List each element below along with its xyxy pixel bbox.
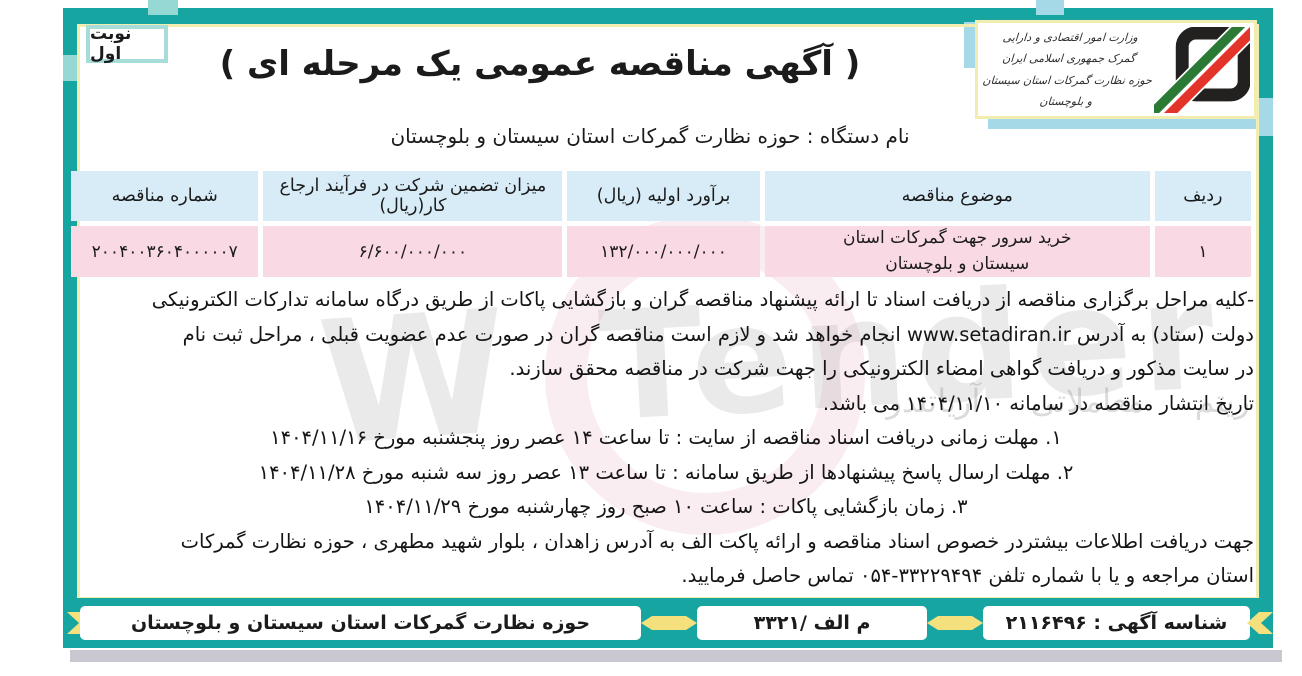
- body-line-contact-1: جهت دریافت اطلاعات بیشتردر خصوص اسناد من…: [180, 529, 1254, 553]
- footer-malef-box: م الف /۳۳۲۱: [697, 606, 927, 640]
- ad-title: ( آگهی مناقصه عمومی یک مرحله ای ): [219, 44, 861, 84]
- footer-separator-ornament: [927, 598, 983, 648]
- deadline-item-3: ۳. زمان بازگشایی پاکات : ساعت ۱۰ صبح روز…: [364, 495, 968, 518]
- footer-ad-id-label: شناسه آگهی : ۲۱۱۶۴۹۶: [1005, 612, 1228, 634]
- cell-estimate: ۱۳۲/۰۰۰/۰۰۰/۰۰۰: [567, 226, 760, 277]
- footer-shadow-strip: [70, 650, 1282, 662]
- publication-round-badge: نوبت اول: [86, 24, 168, 64]
- cell-guarantee: ۶/۶۰۰/۰۰۰/۰۰۰: [263, 226, 563, 277]
- footer-separator-ornament: [641, 598, 697, 648]
- footer-ad-id-box: شناسه آگهی : ۲۱۱۶۴۹۶: [983, 606, 1250, 640]
- body-text: -کلیه مراحل برگزاری مناقصه از دریافت اسن…: [78, 283, 1254, 594]
- customs-logo-icon: [1154, 26, 1250, 113]
- cell-tender-number: ۲۰۰۴۰۰۳۶۰۴۰۰۰۰۰۷: [71, 226, 259, 277]
- logo-box-accent-under: [988, 117, 1260, 129]
- frame-left-border: [63, 8, 77, 600]
- deadline-item-2: ۲. مهلت ارسال پاسخ پیشنهادها از طریق سام…: [258, 460, 1074, 484]
- footer-arrow-right-icon: [1247, 612, 1273, 634]
- body-line-publish-date: تاریخ انتشار مناقصه در سامانه ۱۴۰۴/۱۱/۱۰…: [822, 391, 1254, 415]
- body-line-contact-2: استان مراجعه و یا با شماره تلفن ۳۳۲۲۹۴۹۴…: [681, 564, 1254, 587]
- header-estimate: برآورد اولیه (ریال): [567, 171, 760, 221]
- header-guarantee: میزان تضمین شرکت در فرآیند ارجاع کار(ریا…: [263, 171, 563, 221]
- footer-malef-label: م الف /۳۳۲۱: [753, 612, 871, 634]
- logo-box-accent-left: [964, 22, 976, 68]
- customs-logo-box: وزارت امور اقتصادی و دارایی گمرک جمهوری …: [975, 20, 1257, 119]
- frame-top-border: [63, 8, 1273, 26]
- frame-accent-top-left: [148, 0, 178, 15]
- publication-round-label: نوبت اول: [90, 24, 132, 64]
- table-header-row: ردیف موضوع مناقصه برآورد اولیه (ریال) می…: [71, 171, 1251, 221]
- logo-text-line-3: حوزه نظارت گمرکات استان سیستان و بلوچستا…: [982, 73, 1153, 108]
- logo-text-line-1: وزارت امور اقتصادی و دارایی: [1002, 30, 1139, 44]
- body-line-1: -کلیه مراحل برگزاری مناقصه از دریافت اسن…: [151, 288, 1254, 311]
- header-subject: موضوع مناقصه: [764, 171, 1150, 221]
- logo-text-block: وزارت امور اقتصادی و دارایی گمرک جمهوری …: [979, 27, 1157, 113]
- tender-table: ردیف موضوع مناقصه برآورد اولیه (ریال) می…: [66, 166, 1256, 282]
- agency-name-line: نام دستگاه : حوزه نظارت گمرکات استان سیس…: [390, 124, 910, 148]
- header-tender-number: شماره مناقصه: [71, 171, 259, 221]
- footer-band: حوزه نظارت گمرکات استان سیستان و بلوچستا…: [63, 598, 1273, 648]
- body-line-2: دولت (ستاد) به آدرس www.setadiran.ir انج…: [182, 322, 1254, 346]
- footer-organization-label: حوزه نظارت گمرکات استان سیستان و بلوچستا…: [130, 612, 591, 634]
- frame-accent-left: [63, 55, 77, 81]
- frame-accent-top-right: [1036, 0, 1064, 15]
- cell-subject: خرید سرور جهت گمرکات استان سیستان و بلوچ…: [764, 226, 1150, 277]
- table-row: ۱ خرید سرور جهت گمرکات استان سیستان و بل…: [71, 226, 1251, 277]
- logo-text-line-2: گمرک جمهوری اسلامی ایران: [1001, 52, 1136, 66]
- cell-subject-text: خرید سرور جهت گمرکات استان سیستان و بلوچ…: [842, 228, 1072, 274]
- deadline-item-1: ۱. مهلت زمانی دریافت اسناد مناقصه از سای…: [270, 426, 1062, 449]
- cell-row-number: ۱: [1154, 226, 1251, 277]
- frame-accent-right: [1259, 98, 1273, 136]
- body-line-3: در سایت مذکور و دریافت گواهی امضاء الکتر…: [509, 357, 1254, 380]
- footer-organization-box: حوزه نظارت گمرکات استان سیستان و بلوچستا…: [80, 606, 641, 640]
- header-row-number: ردیف: [1154, 171, 1251, 221]
- frame-right-border: [1259, 8, 1273, 600]
